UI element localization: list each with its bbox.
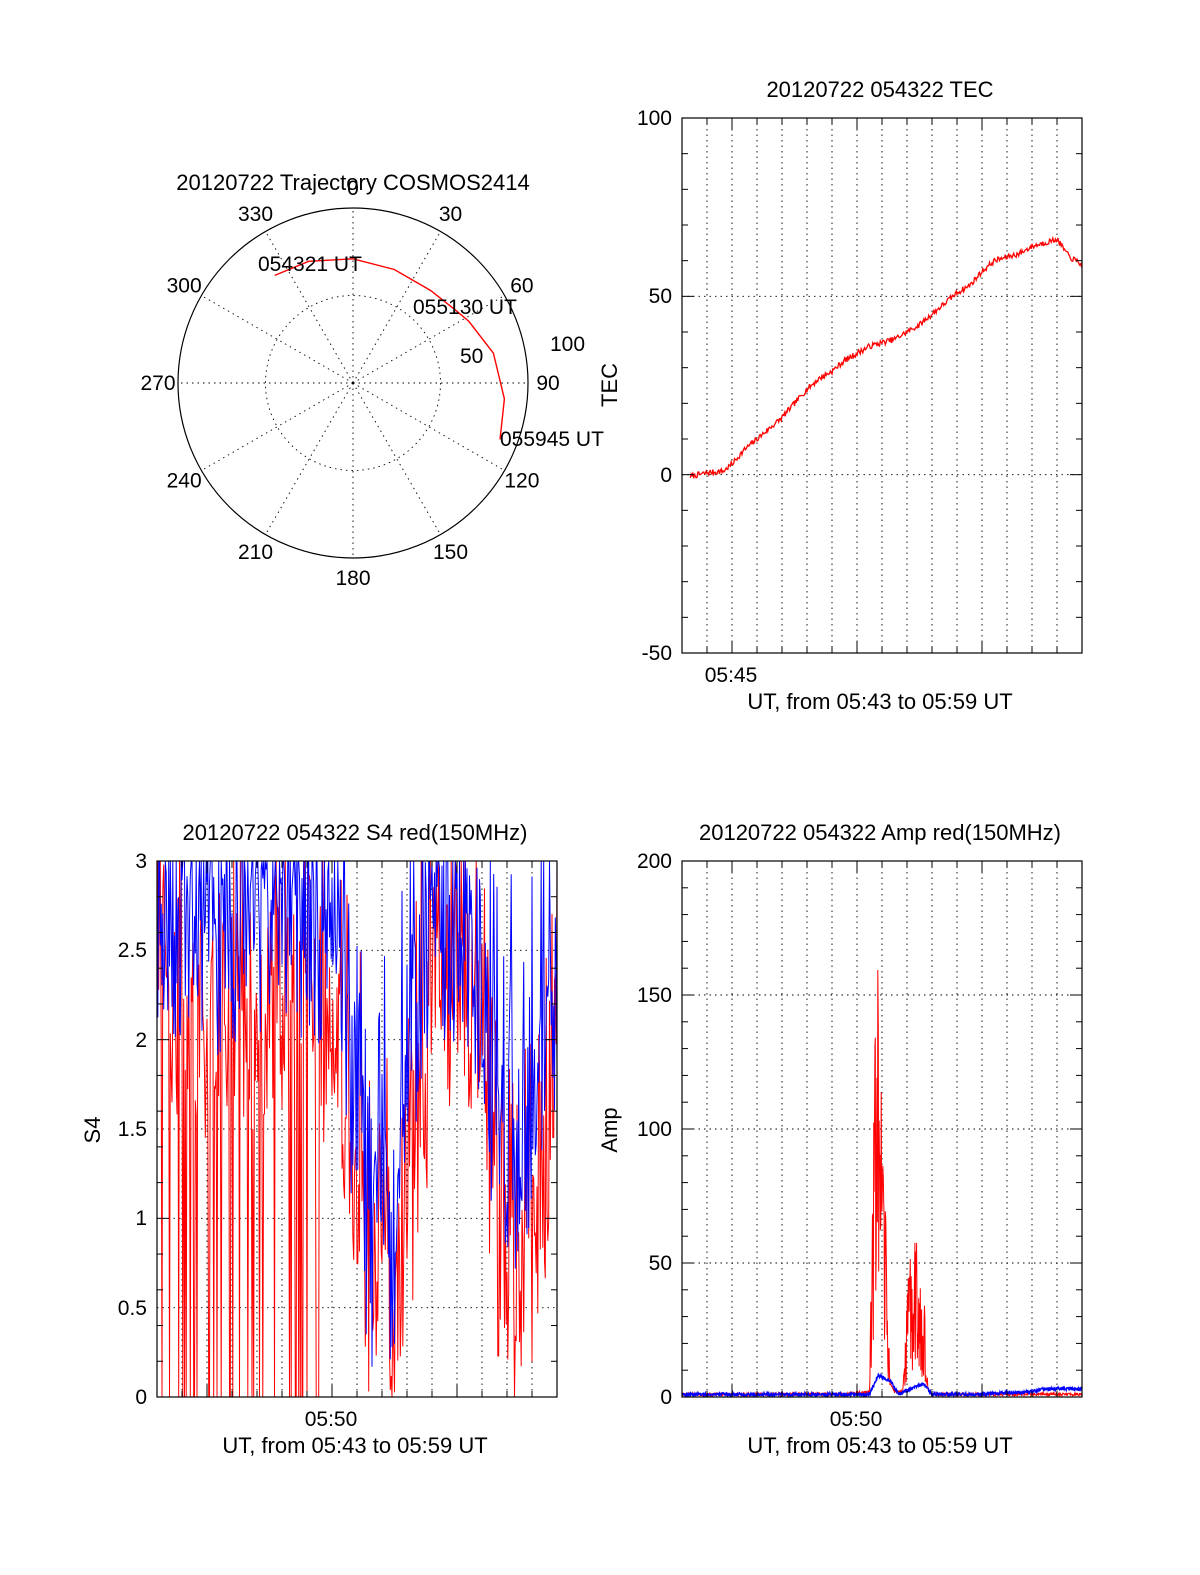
tec-y-tick-label: 0 xyxy=(660,464,672,487)
polar-grid-spoke xyxy=(352,382,441,535)
amp-red-series-line xyxy=(681,969,1083,1398)
tec-grid xyxy=(682,118,1082,653)
polar-grid-spoke xyxy=(201,382,354,471)
azimuth-labels: 0 30 60 90 120 150 180 210 240 270 300 330 xyxy=(140,177,559,590)
amp-plot-frame xyxy=(681,860,1083,1398)
azimuth-label: 0 xyxy=(347,177,359,200)
s4-chart-title: 20120722 054322 S4 red(150MHz) xyxy=(183,820,528,845)
amp-chart-title: 20120722 054322 Amp red(150MHz) xyxy=(699,820,1061,845)
tec-y-axis-label: TEC xyxy=(597,363,622,407)
amp-y-tick-label: 150 xyxy=(637,984,672,1007)
tec-y-tick-label: 100 xyxy=(637,107,672,130)
amp-grid xyxy=(682,861,1082,1397)
s4-y-axis-label: S4 xyxy=(80,1117,105,1144)
tec-x-axis-label: UT, from 05:43 to 05:59 UT xyxy=(747,689,1012,714)
s4-y-tick-label: 2.5 xyxy=(118,939,147,962)
s4-y-tick-label: 3 xyxy=(135,850,147,873)
polar-grid-spoke xyxy=(265,382,354,535)
azimuth-label: 270 xyxy=(140,372,175,395)
azimuth-label: 300 xyxy=(167,275,202,298)
amp-x-axis-label: UT, from 05:43 to 05:59 UT xyxy=(747,1433,1012,1458)
tec-series-line xyxy=(689,235,1083,479)
amp-y-axis-label: Amp xyxy=(597,1107,622,1152)
tec-x-tick-label: 05:45 xyxy=(705,664,758,687)
s4-y-tick-label: 1.5 xyxy=(118,1118,147,1141)
trajectory-line xyxy=(274,258,506,440)
azimuth-label: 150 xyxy=(433,541,468,564)
azimuth-label: 210 xyxy=(238,541,273,564)
tec-plot-frame xyxy=(681,117,1083,654)
tec-panel: 20120722 054322 TEC 100 50 0 -50 05:45 U… xyxy=(597,77,1083,714)
amp-y-tick-label: 0 xyxy=(660,1386,672,1409)
amp-y-tick-label: 200 xyxy=(637,850,672,873)
azimuth-label: 180 xyxy=(335,567,370,590)
s4-x-tick-label: 05:50 xyxy=(305,1408,358,1431)
tec-chart-title: 20120722 054322 TEC xyxy=(766,77,993,102)
polar-outer-circle xyxy=(177,207,529,559)
tec-y-tick-label: 50 xyxy=(649,285,672,308)
radial-label-50: 50 xyxy=(460,345,483,368)
s4-blue-series-line xyxy=(157,861,557,1367)
s4-y-tick-label: 0.5 xyxy=(118,1297,147,1320)
amp-y-tick-label: 100 xyxy=(637,1118,672,1141)
azimuth-label: 60 xyxy=(510,275,533,298)
azimuth-label: 240 xyxy=(167,470,202,493)
amp-blue-series-line xyxy=(681,1372,1083,1399)
azimuth-label: 30 xyxy=(439,203,462,226)
radial-label-100: 100 xyxy=(550,333,585,356)
s4-y-tick-label: 1 xyxy=(135,1207,147,1230)
amp-panel: 20120722 054322 Amp red(150MHz) 200 150 … xyxy=(597,820,1083,1458)
azimuth-label: 90 xyxy=(536,372,559,395)
tec-axis-ticks xyxy=(681,117,1083,654)
s4-x-axis-label: UT, from 05:43 to 05:59 UT xyxy=(222,1433,487,1458)
polar-grid-spoke xyxy=(352,382,505,471)
polar-trajectory-panel: 20120722 Trajectory COSMOS2414 0 30 60 90 12… xyxy=(140,170,604,590)
s4-panel: 20120722 054322 S4 red(150MHz) 3 2.5 2 1… xyxy=(80,820,558,1458)
trajectory-end-time-label: 055945 UT xyxy=(500,428,604,451)
s4-y-tick-label: 0 xyxy=(135,1386,147,1409)
trajectory-start-time-label: 054321 UT xyxy=(258,253,362,276)
s4-y-tick-label: 2 xyxy=(135,1029,147,1052)
azimuth-label: 120 xyxy=(504,470,539,493)
tec-y-tick-label: -50 xyxy=(642,642,672,665)
polar-grid-circle xyxy=(265,295,441,471)
amp-y-tick-label: 50 xyxy=(649,1252,672,1275)
polar-grid xyxy=(178,208,528,558)
azimuth-label: 330 xyxy=(238,203,273,226)
amp-x-tick-label: 05:50 xyxy=(830,1408,883,1431)
trajectory-mid-time-label: 055130 UT xyxy=(413,296,517,319)
s4-axis-ticks xyxy=(156,860,558,1398)
polar-chart-title: 20120722 Trajectory COSMOS2414 xyxy=(176,170,529,195)
amp-axis-ticks xyxy=(681,860,1083,1398)
